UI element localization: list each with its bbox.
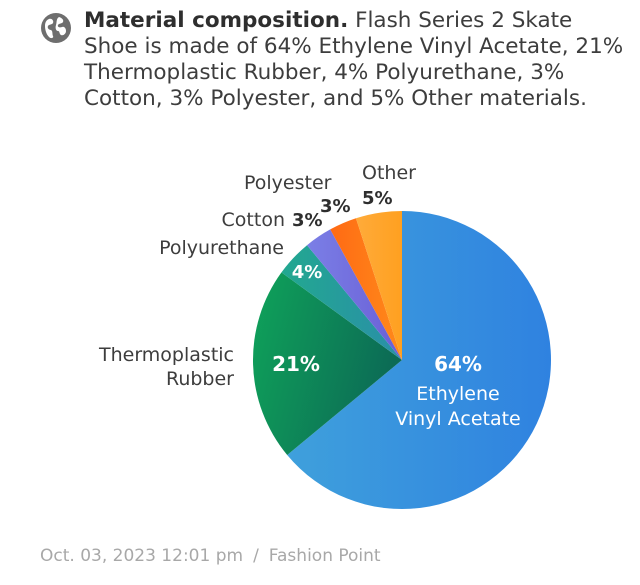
footer-date: Oct. 03, 2023 12:01 pm [40, 546, 244, 566]
pie-chart: 64% Ethylene Vinyl Acetate 21% 4% Thermo… [98, 162, 551, 510]
label-tpr-pct: 21% [272, 352, 320, 376]
globe-icon [41, 13, 71, 43]
label-tpr-line2: Rubber [166, 368, 234, 390]
headline: Material composition. Flash Series 2 Ska… [84, 8, 624, 112]
pie-slice-polyester [330, 218, 402, 360]
headline-text: Flash Series 2 Skate Shoe is made of 64%… [84, 8, 624, 111]
label-polyester-name: Polyester [244, 172, 332, 194]
label-eva-line2: Vinyl Acetate [395, 408, 521, 430]
label-cotton-pct: 3% [292, 210, 323, 231]
label-pu-pct: 4% [292, 262, 323, 283]
label-cotton-name: Cotton [222, 209, 285, 231]
pie-slices [252, 211, 551, 510]
footer: Oct. 03, 2023 12:01 pm / Fashion Point [40, 546, 381, 566]
pie-slice-cotton [307, 229, 402, 360]
label-eva-pct: 64% [434, 352, 482, 376]
label-tpr-line1: Thermoplastic [98, 344, 234, 366]
footer-source[interactable]: Fashion Point [268, 546, 381, 566]
label-other-name: Other [362, 162, 416, 184]
label-polyester-pct: 3% [320, 196, 351, 217]
pie-slice-thermoplastic-rubber [252, 272, 402, 455]
pie-slice-polyurethane [281, 245, 402, 360]
pie-slice-other [355, 211, 402, 360]
footer-separator: / [253, 546, 259, 566]
label-other-pct: 5% [362, 188, 393, 209]
headline-lead: Material composition. [84, 8, 349, 33]
label-pu-name: Polyurethane [159, 237, 284, 259]
pie-slice-ethylene-vinyl-acetate [287, 211, 551, 510]
label-eva-line1: Ethylene [416, 383, 499, 405]
